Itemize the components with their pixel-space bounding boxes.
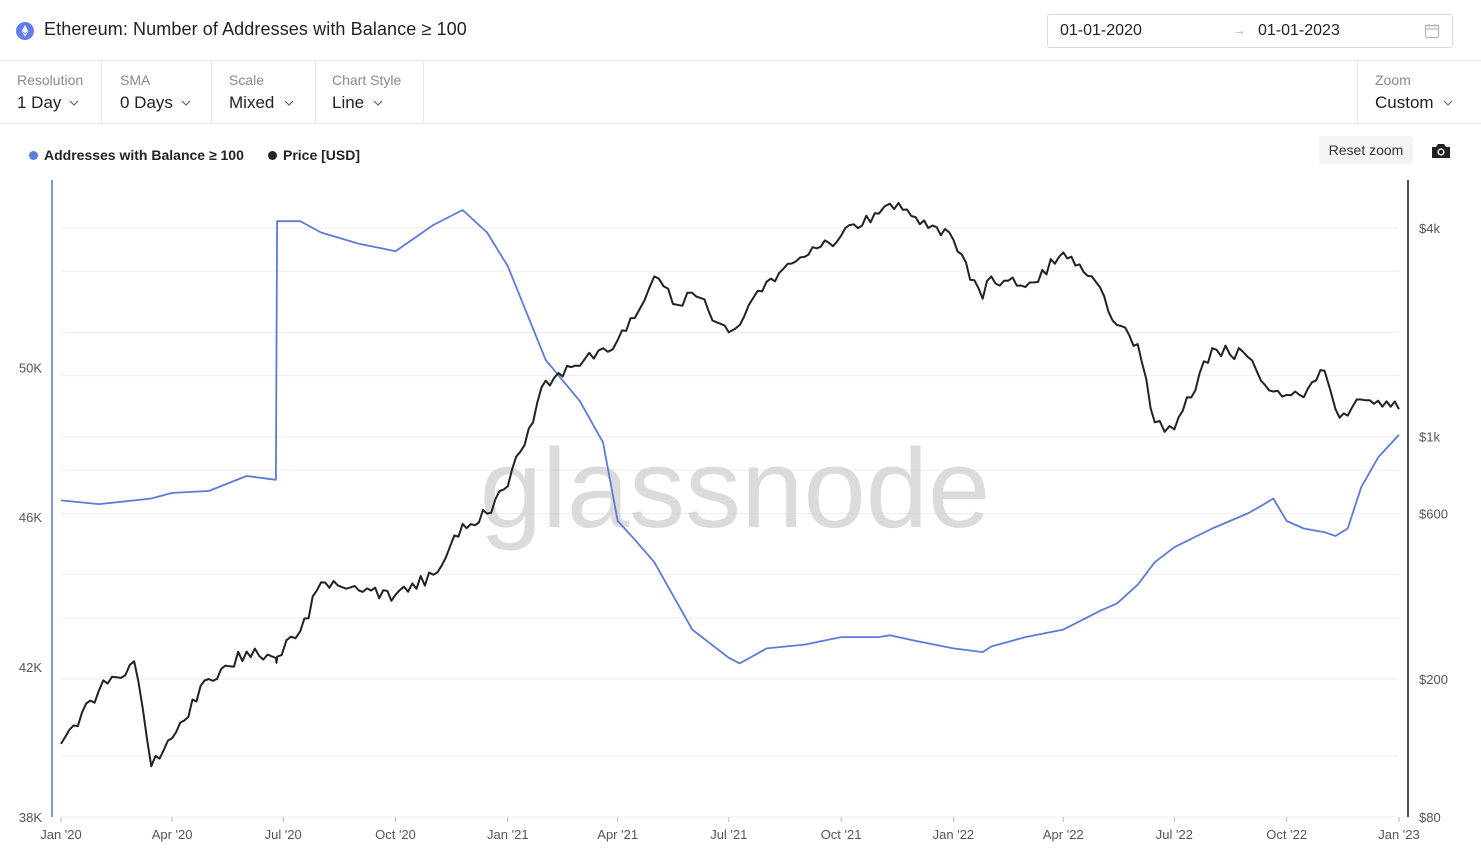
addresses-series-line	[60, 209, 1400, 665]
legend-addresses[interactable]: Addresses with Balance ≥ 100	[29, 147, 244, 163]
resolution-label: Resolution	[17, 72, 84, 88]
line-chart: glassnode 38K 42K 46K 50K $80 $200 $600 $1k $4k…	[19, 180, 1448, 842]
legend-price[interactable]: Price [USD]	[268, 147, 360, 163]
x-tick-label: Jan '20	[40, 827, 82, 842]
date-from-input[interactable]: 01-01-2020	[1060, 22, 1142, 39]
sma-value: 0 Days	[120, 93, 173, 112]
x-tick-label: Jul '20	[265, 827, 302, 842]
page-title: Ethereum: Number of Addresses with Balan…	[44, 19, 467, 39]
date-to-input[interactable]: 01-01-2023	[1258, 22, 1340, 39]
price-series-line	[60, 201, 1400, 768]
chart-controls: Resolution 1 Day SMA 0 Days Scale Mixed …	[0, 61, 1481, 124]
x-tick-label: Jan '23	[1378, 827, 1420, 842]
chevron-down-icon	[1443, 100, 1453, 106]
scale-value: Mixed	[229, 93, 275, 112]
reset-zoom-button[interactable]: Reset zoom	[1319, 136, 1413, 164]
right-tick-label: $1k	[1419, 430, 1440, 445]
x-tick-label: Jan '22	[933, 827, 975, 842]
legend-price-label: Price [USD]	[283, 147, 361, 163]
left-tick-label: 46K	[19, 510, 42, 525]
chevron-down-icon	[373, 100, 383, 106]
x-tick-label: Jan '21	[487, 827, 529, 842]
x-tick-label: Oct '20	[375, 827, 416, 842]
chevron-down-icon	[69, 100, 79, 106]
scale-select[interactable]: Scale Mixed	[212, 61, 316, 123]
x-tick-label: Apr '20	[152, 827, 193, 842]
left-tick-label: 38K	[19, 810, 42, 825]
scale-label: Scale	[229, 72, 265, 88]
grid-lines	[61, 227, 1399, 818]
left-tick-label: 50K	[19, 360, 42, 375]
zoom-value: Custom	[1375, 93, 1434, 112]
chart-style-label: Chart Style	[332, 72, 402, 88]
x-tick-label: Apr '21	[597, 827, 638, 842]
right-tick-label: $600	[1419, 507, 1448, 522]
resolution-select[interactable]: Resolution 1 Day	[0, 61, 102, 123]
left-tick-label: 42K	[19, 660, 42, 675]
series-group	[60, 201, 1400, 768]
right-tick-label: $200	[1419, 672, 1448, 687]
chart-style-value: Line	[332, 93, 365, 112]
sma-label: SMA	[120, 72, 151, 88]
calendar-icon[interactable]	[1424, 23, 1440, 39]
ethereum-icon	[16, 22, 34, 40]
date-range-picker[interactable]: 01-01-2020 → 01-01-2023	[1047, 14, 1453, 48]
watermark-text: glassnode	[480, 426, 991, 551]
x-tick-label: Jul '21	[710, 827, 747, 842]
sma-select[interactable]: SMA 0 Days	[102, 61, 212, 123]
camera-icon[interactable]	[1430, 142, 1452, 160]
zoom-select[interactable]: Zoom Custom	[1357, 61, 1472, 123]
right-axis-ticks: $80 $200 $600 $1k $4k	[1419, 221, 1448, 825]
legend-addresses-label: Addresses with Balance ≥ 100	[44, 147, 244, 163]
chevron-down-icon	[181, 100, 191, 106]
right-tick-label: $80	[1419, 810, 1441, 825]
legend-dot-icon	[268, 151, 277, 160]
legend-dot-icon	[29, 151, 38, 160]
x-tick-label: Oct '21	[821, 827, 862, 842]
header-bar: Ethereum: Number of Addresses with Balan…	[0, 0, 1481, 61]
x-axis-ticks: Jan '20 Apr '20 Jul '20 Oct '20 Jan '21 Apr '…	[40, 817, 1420, 842]
right-tick-label: $4k	[1419, 221, 1440, 236]
x-tick-label: Jul '22	[1156, 827, 1193, 842]
x-tick-label: Oct '22	[1266, 827, 1307, 842]
left-axis-ticks: 38K 42K 46K 50K	[19, 360, 42, 825]
chart-style-select[interactable]: Chart Style Line	[316, 61, 424, 123]
x-tick-label: Apr '22	[1043, 827, 1084, 842]
resolution-value: 1 Day	[17, 93, 62, 112]
zoom-label: Zoom	[1375, 72, 1411, 88]
arrow-right-icon: →	[1232, 22, 1246, 38]
chevron-down-icon	[284, 100, 294, 106]
